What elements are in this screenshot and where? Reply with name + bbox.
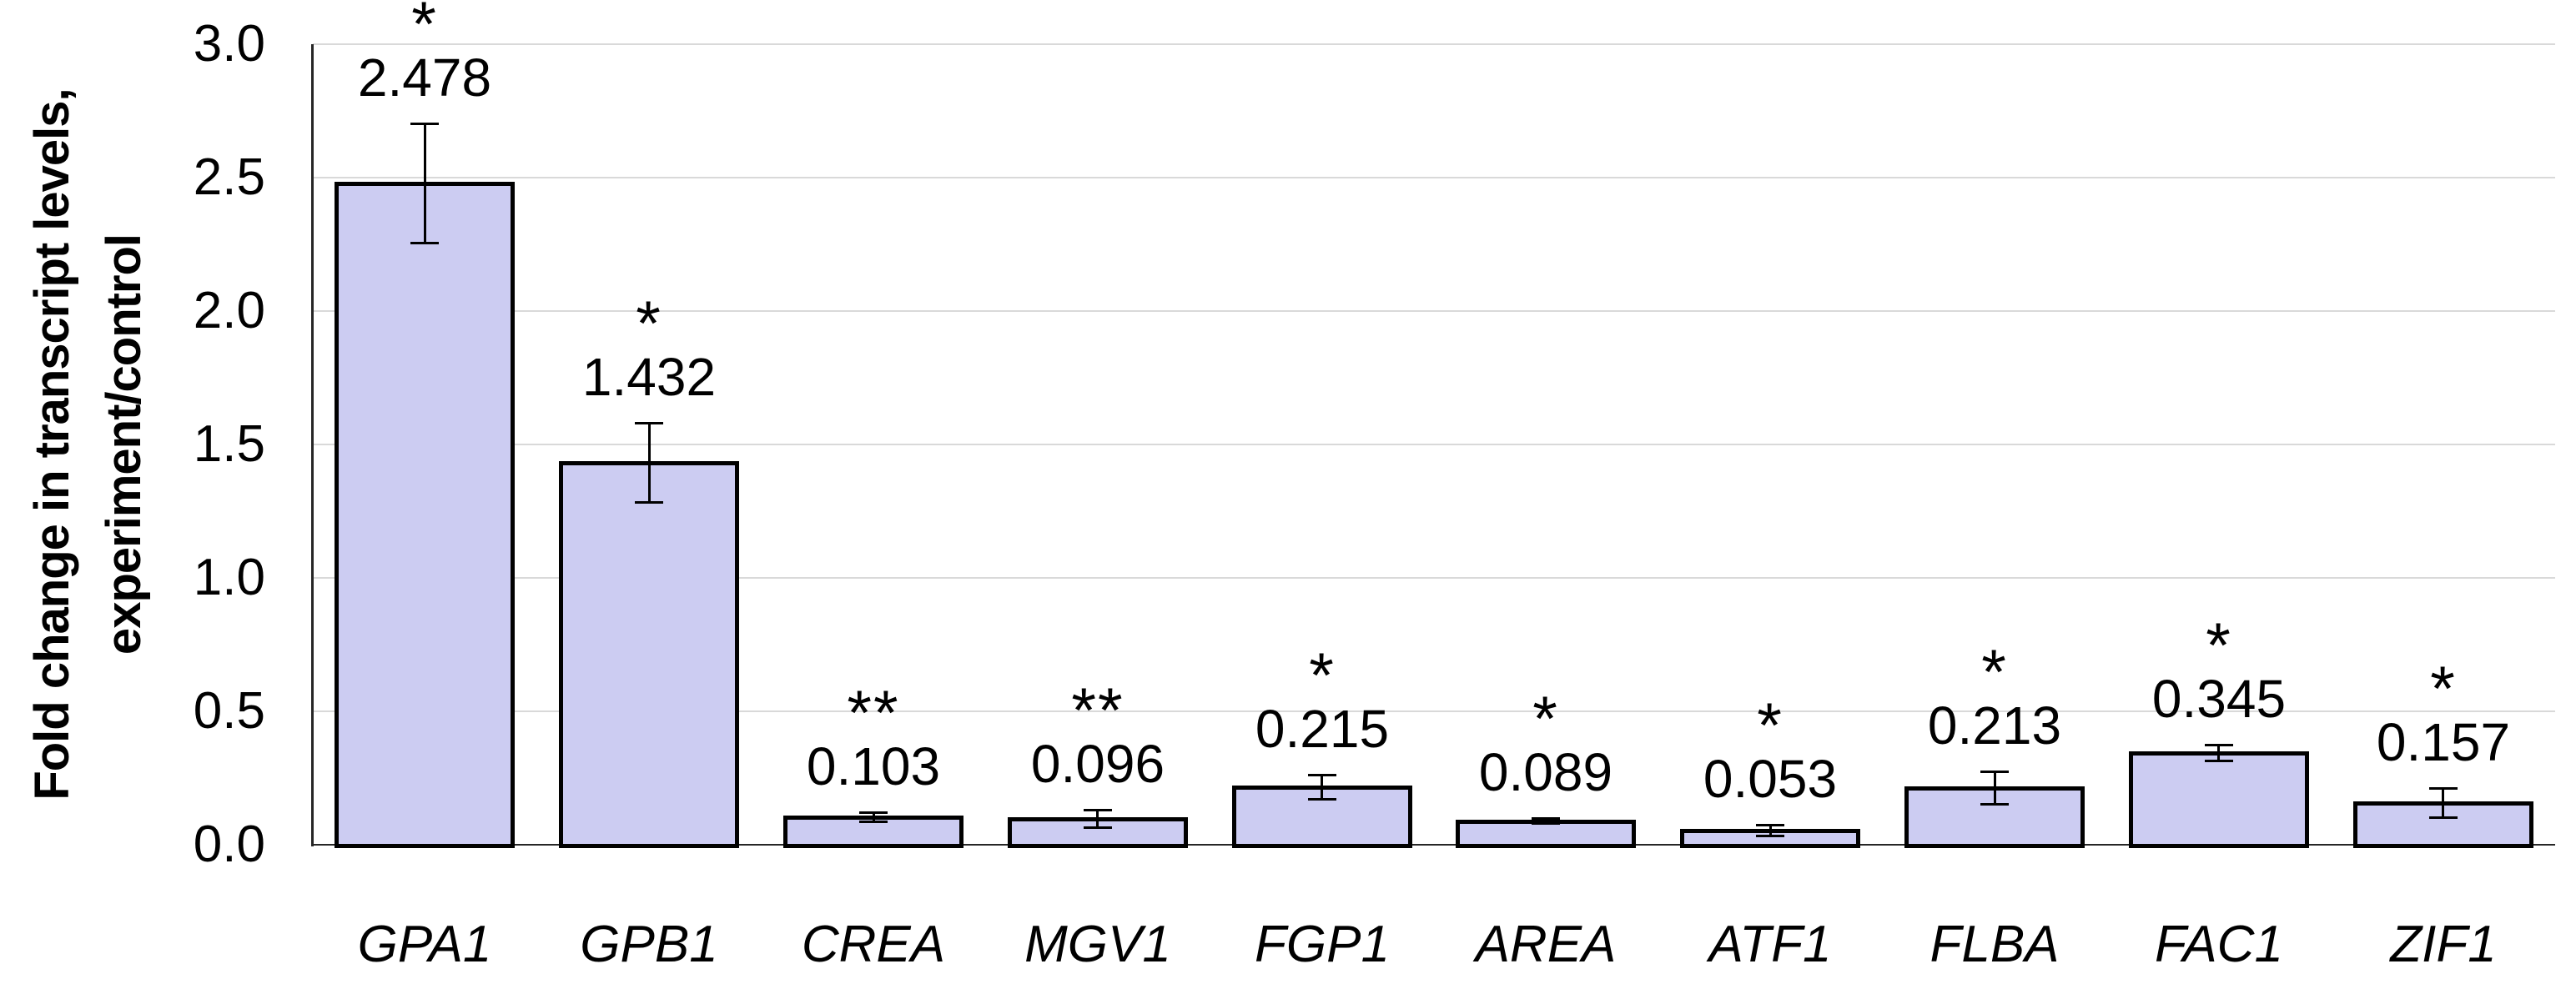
error-bar-cap-bottom [859,821,888,823]
x-tick-label: FAC1 [2155,916,2283,973]
error-bar-stem [2442,788,2444,818]
value-label: 2.478 [357,48,492,108]
y-gridline [313,310,2555,312]
error-bar-stem [1096,810,1099,828]
error-bar-cap-bottom [1532,822,1560,825]
error-bar-cap-top [1980,771,2009,773]
bar [335,182,515,848]
error-bar-cap-top [859,811,888,814]
value-label: 0.096 [1030,734,1165,794]
y-tick-label: 0.5 [193,682,265,740]
y-gridline [313,710,2555,712]
x-tick-label: FLBA [1929,916,2060,973]
error-bar-stem [648,423,651,503]
error-bar-cap-top [1084,809,1112,811]
error-bar-cap-top [1532,817,1560,820]
x-tick-label: FGP1 [1255,916,1390,973]
x-tick-label: GPB1 [580,916,718,973]
y-gridline [313,177,2555,178]
y-tick-label: 1.0 [193,549,265,606]
x-tick-label: MGV1 [1024,916,1171,973]
error-bar-cap-top [410,123,439,125]
value-label: 0.089 [1478,742,1613,802]
error-bar-cap-top [1756,824,1784,826]
x-axis-line [313,844,2555,846]
error-bar-cap-bottom [410,242,439,244]
significance-marker: ** [847,678,900,749]
y-gridline [313,577,2555,579]
significance-marker: * [2430,654,2457,725]
error-bar-cap-top [635,422,663,424]
error-bar-cap-bottom [635,501,663,504]
error-bar-cap-top [1308,774,1336,776]
x-tick-label: ZIF1 [2390,916,2497,973]
y-tick-label: 2.5 [193,148,265,206]
error-bar-cap-bottom [1084,826,1112,829]
y-axis-line [311,44,314,846]
error-bar-stem [873,812,875,823]
value-label: 0.213 [1927,695,2062,756]
significance-marker: * [2206,610,2232,681]
error-bar-cap-bottom [1756,835,1784,837]
error-bar-cap-bottom [2205,760,2233,762]
y-gridline [313,43,2555,45]
significance-marker: ** [1071,675,1124,746]
bar [2129,751,2309,848]
significance-marker: * [636,289,662,359]
value-label: 0.157 [2376,712,2511,772]
error-bar-cap-top [2205,744,2233,746]
significance-marker: * [411,0,438,60]
error-bar-stem [1545,818,1547,823]
x-tick-label: ATF1 [1708,916,1832,973]
value-label: 0.053 [1703,749,1838,809]
x-tick-label: GPA1 [357,916,492,973]
error-bar-stem [424,123,426,243]
value-label: 0.215 [1255,699,1390,759]
y-axis-title-line1: Fold change in transcript levels, [25,88,79,801]
bar [559,461,739,848]
y-tick-label: 2.0 [193,282,265,339]
error-bar-stem [1769,825,1772,836]
y-tick-label: 0.0 [193,816,265,873]
error-bar-cap-bottom [1980,803,2009,806]
value-label: 0.103 [806,736,941,796]
error-bar-stem [1994,771,1996,805]
significance-marker: * [1757,690,1784,761]
error-bar-stem [2217,745,2220,761]
error-bar-cap-bottom [1308,798,1336,801]
x-tick-label: CREA [801,916,946,973]
value-label: 0.345 [2151,669,2287,729]
significance-marker: * [1981,637,2008,708]
y-tick-label: 3.0 [193,15,265,73]
y-tick-label: 1.5 [193,415,265,473]
value-label: 1.432 [581,347,717,407]
significance-marker: * [1532,684,1559,755]
x-tick-label: AREA [1475,916,1617,973]
error-bar-cap-bottom [2429,816,2458,819]
significance-marker: * [1309,640,1336,711]
error-bar-cap-top [2429,787,2458,790]
y-gridline [313,444,2555,445]
error-bar-stem [1321,775,1323,800]
